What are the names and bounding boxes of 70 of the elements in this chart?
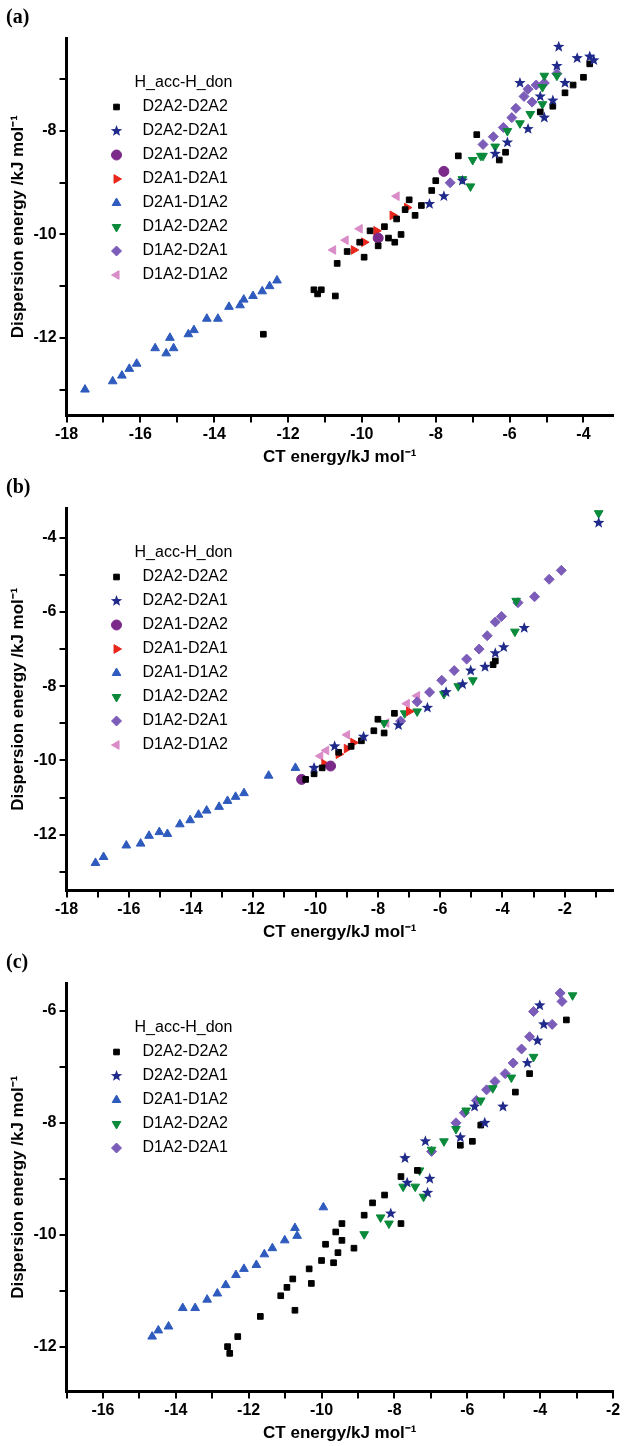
- legend-label: D2A1-D1A2: [142, 1090, 228, 1108]
- legend-label: D1A2-D2A2: [142, 217, 228, 235]
- legend-label: D1A2-D2A2: [142, 687, 228, 705]
- y-tick-label: -12: [33, 1337, 57, 1355]
- chart-title: (c): [6, 950, 29, 974]
- legend-label: D2A1-D2A2: [142, 615, 228, 633]
- x-tick-label: -2: [605, 1401, 621, 1419]
- legend-label: D1A2-D2A1: [142, 711, 228, 729]
- y-tick-label: -8: [42, 121, 57, 139]
- legend-label: D2A2-D2A1: [142, 121, 228, 139]
- legend-label: D2A1-D1A2: [142, 663, 228, 681]
- x-tick-label: -12: [237, 1401, 261, 1419]
- y-tick-label: -10: [33, 224, 57, 242]
- legend-label: D2A1-D2A1: [142, 639, 228, 657]
- x-tick-label: -10: [304, 900, 328, 918]
- x-tick-label: -6: [460, 1401, 475, 1419]
- y-tick-label: -12: [33, 825, 57, 843]
- legend-label: D1A2-D1A2: [142, 265, 228, 283]
- legend-label: D2A1-D2A2: [142, 145, 228, 163]
- x-axis-title: CT energy/kJ mol⁻¹: [263, 447, 417, 467]
- x-tick-label: -6: [502, 425, 517, 443]
- x-tick-label: -8: [428, 425, 443, 443]
- legend-label: D1A2-D2A1: [142, 241, 228, 259]
- x-tick-label: -6: [433, 900, 448, 918]
- legend-title: H_acc-H_don: [134, 543, 233, 562]
- legend-label: D1A2-D1A2: [142, 735, 228, 753]
- legend-label: D2A1-D1A2: [142, 193, 228, 211]
- x-tick-label: -4: [533, 1401, 548, 1419]
- y-tick-label: -6: [42, 602, 57, 620]
- chart-title: (a): [6, 5, 30, 29]
- y-tick-label: -10: [33, 750, 57, 768]
- x-tick-label: -16: [91, 1401, 115, 1419]
- chart-title: (b): [6, 475, 31, 499]
- legend-label: D2A2-D2A2: [142, 97, 228, 115]
- legend-label: D1A2-D2A2: [142, 1114, 228, 1132]
- x-tick-label: -4: [495, 900, 510, 918]
- x-tick-label: -12: [276, 425, 300, 443]
- x-tick-label: -10: [309, 1401, 334, 1419]
- y-tick-label: -12: [33, 328, 57, 346]
- x-axis-title: CT energy/kJ mol⁻¹: [263, 922, 417, 942]
- x-tick-label: -14: [179, 900, 203, 918]
- y-tick-label: -10: [33, 1225, 57, 1243]
- legend-title: H_acc-H_don: [134, 1018, 233, 1037]
- x-tick-label: -16: [128, 425, 153, 443]
- x-tick-label: -8: [387, 1401, 402, 1419]
- x-tick-label: -18: [54, 900, 79, 918]
- x-tick-label: -14: [164, 1401, 188, 1419]
- x-tick-label: -14: [202, 425, 226, 443]
- y-tick-label: -4: [42, 528, 57, 546]
- y-tick-label: -6: [42, 1001, 57, 1019]
- y-axis-title: Dispersion energy /kJ mol⁻¹: [7, 114, 27, 339]
- legend-label: D2A2-D2A2: [142, 1042, 228, 1060]
- y-axis-title: Dispersion energy /kJ mol⁻¹: [7, 1075, 27, 1299]
- x-axis-title: CT energy/kJ mol⁻¹: [263, 1423, 417, 1443]
- legend-label: D2A2-D2A1: [142, 1066, 228, 1084]
- legend-label: D2A2-D2A2: [142, 567, 228, 585]
- y-tick-label: -8: [42, 676, 57, 694]
- x-tick-label: -12: [241, 900, 266, 918]
- x-tick-label: -18: [54, 425, 79, 443]
- x-tick-label: -4: [576, 425, 591, 443]
- legend-label: D2A1-D2A1: [142, 169, 228, 187]
- x-tick-label: -2: [557, 900, 572, 918]
- x-tick-label: -8: [370, 900, 386, 918]
- x-tick-label: -10: [350, 425, 374, 443]
- legend-title: H_acc-H_don: [134, 73, 233, 92]
- y-tick-label: -8: [42, 1113, 57, 1131]
- y-axis-title: Dispersion energy /kJ mol⁻¹: [7, 587, 27, 811]
- legend-label: D1A2-D2A1: [142, 1138, 228, 1156]
- x-tick-label: -16: [117, 900, 141, 918]
- legend-label: D2A2-D2A1: [142, 591, 228, 609]
